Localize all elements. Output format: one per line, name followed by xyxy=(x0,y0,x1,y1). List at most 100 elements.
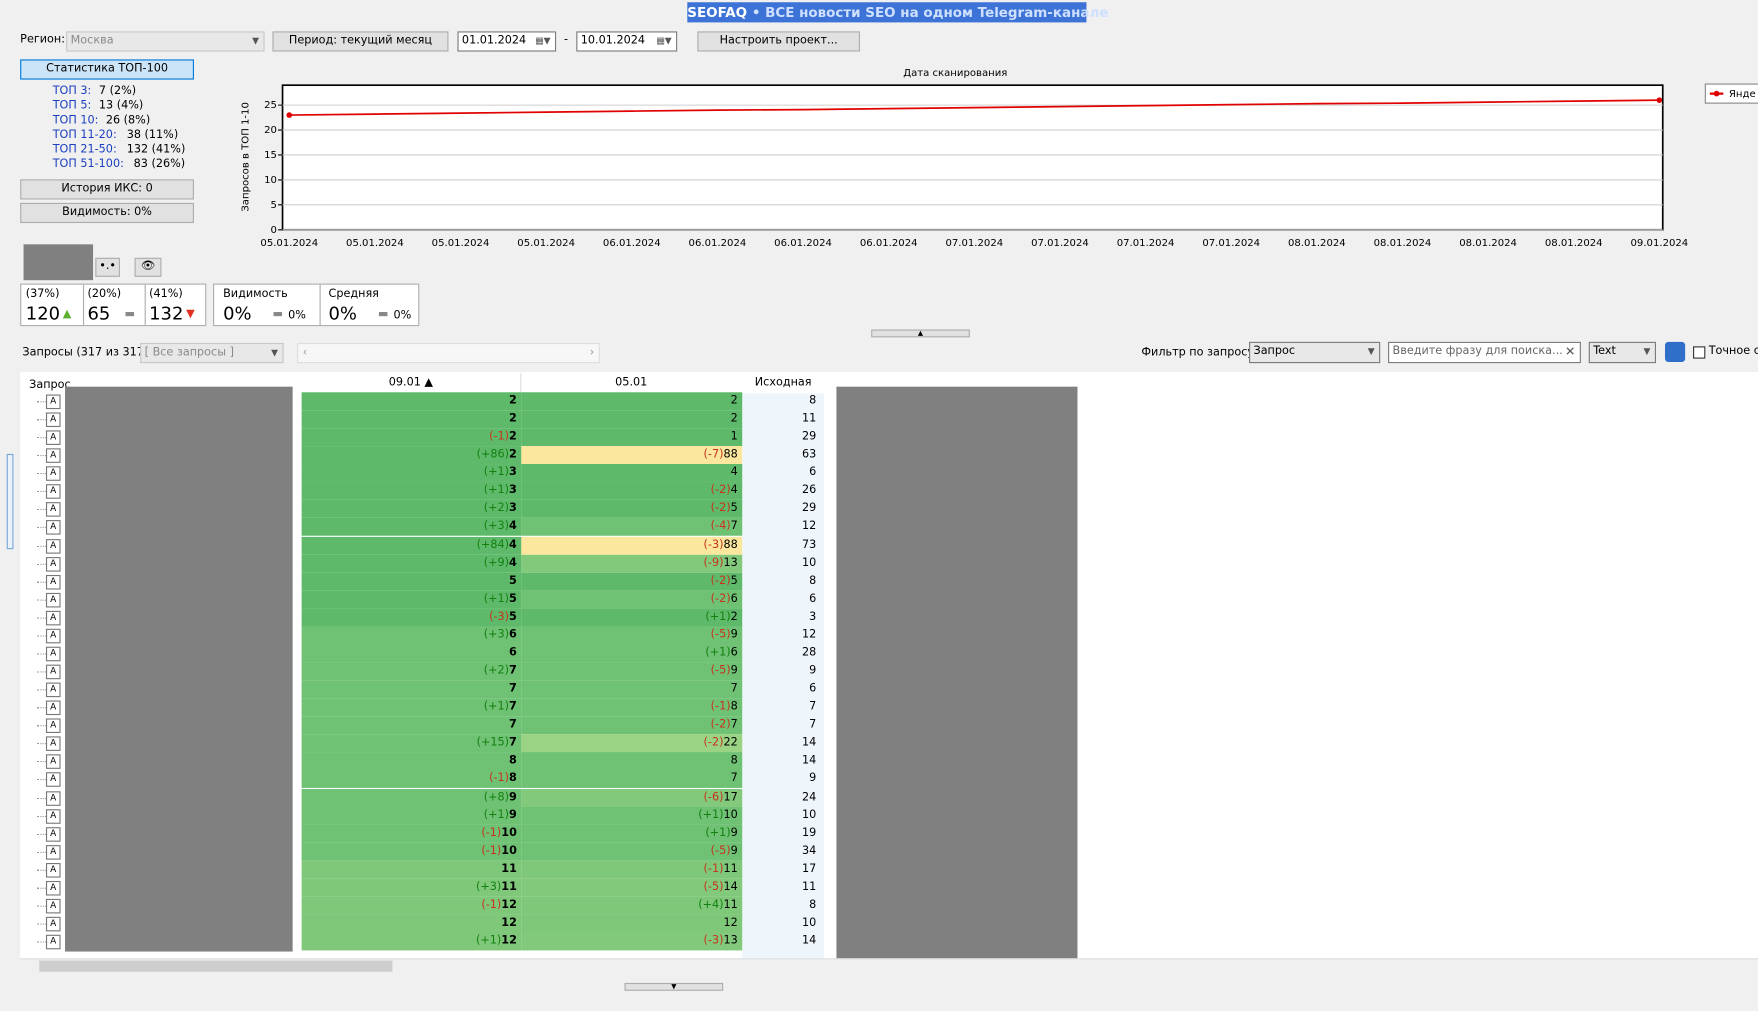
x-tick-label: 05.01.2024 xyxy=(260,238,318,249)
series-marker xyxy=(1656,97,1663,103)
period-text: Период: текущий месяц xyxy=(288,34,433,48)
stat-value: 26 (8%) xyxy=(105,114,151,127)
x-tick-label: 09.01.2024 xyxy=(1631,238,1689,249)
y-tick-label: 5 xyxy=(271,200,277,211)
stat-label: ТОП 3: xyxy=(52,85,92,98)
side-splitter[interactable] xyxy=(6,453,14,550)
col-header-d2[interactable]: 05.01 xyxy=(521,373,741,393)
card-divider xyxy=(319,284,321,326)
date-from-text: 01.01.2024 xyxy=(461,34,527,48)
legend-marker xyxy=(1713,90,1720,97)
stats-button[interactable]: Статистика ТОП-100 xyxy=(20,59,194,80)
bottom-splitter[interactable]: ▼ xyxy=(624,982,724,991)
y-tick-label: 0 xyxy=(271,225,277,236)
metric-icon: ▬ xyxy=(377,308,389,321)
col-header-d1-text: 09.01 xyxy=(388,376,421,389)
x-tick-label: 07.01.2024 xyxy=(945,238,1003,249)
stat-value: 38 (11%) xyxy=(126,128,179,142)
card-value: 132 xyxy=(149,302,184,324)
x-tick-label: 06.01.2024 xyxy=(774,238,832,249)
x-tick-label: 08.01.2024 xyxy=(1545,238,1603,249)
metric-value: 0% xyxy=(328,302,357,324)
metric-icon: ▬ xyxy=(272,308,284,321)
iks-button[interactable]: История ИКС: 0 xyxy=(20,179,194,200)
series-line xyxy=(289,99,1660,116)
visibility-button[interactable]: Видимость: 0% xyxy=(20,202,194,224)
card-divider xyxy=(82,284,85,326)
x-tick-label: 05.01.2024 xyxy=(517,238,575,249)
region-select[interactable]: Москва ▼ xyxy=(66,31,265,52)
y-tick-label: 10 xyxy=(264,175,277,186)
banner-text: • ВСЕ новости SEO на одном Telegram-кана… xyxy=(751,4,1109,21)
y-tick-label: 25 xyxy=(264,100,277,111)
exact-checkbox[interactable] xyxy=(1693,346,1706,359)
x-tick-label: 08.01.2024 xyxy=(1374,238,1432,249)
col-header-d1[interactable]: 09.01 ▲ xyxy=(302,373,522,394)
date-from[interactable]: 01.01.2024 ▦▼ xyxy=(457,31,557,52)
x-tick-label: 08.01.2024 xyxy=(1288,238,1346,249)
card-value: 120 xyxy=(25,302,61,324)
hidden-right-column xyxy=(836,386,1078,960)
date-to[interactable]: 10.01.2024 ▦▼ xyxy=(576,31,678,52)
banner-brand: SEOFAQ xyxy=(687,4,748,21)
mode-text: Text xyxy=(1593,345,1616,358)
top-scrollbar[interactable]: ‹ › xyxy=(297,342,600,364)
card-pct: (37%) xyxy=(25,288,60,301)
metric-small: 0% xyxy=(288,309,306,322)
search-button[interactable] xyxy=(1664,341,1686,363)
banner[interactable]: SEOFAQ • ВСЕ новости SEO на одном Telegr… xyxy=(687,2,1108,23)
field-text: Запрос xyxy=(1253,345,1296,358)
legend xyxy=(1704,83,1758,104)
trend-icon: ▲ xyxy=(62,308,72,321)
period-button[interactable]: Период: текущий месяц xyxy=(272,31,449,52)
stats-button-text: Статистика ТОП-100 xyxy=(46,62,168,76)
configure-text: Настроить проект... xyxy=(719,34,838,48)
chart: Дата сканирования Запросов в ТОП 1-10 05… xyxy=(224,61,1758,253)
stat-label: ТОП 11-20: xyxy=(52,128,117,142)
x-tick-label: 05.01.2024 xyxy=(346,238,404,249)
x-tick-label: 06.01.2024 xyxy=(860,238,918,249)
chart-title: Дата сканирования xyxy=(903,68,1007,79)
metric-label: Видимость xyxy=(223,288,288,301)
card-pct: (41%) xyxy=(149,288,183,301)
col-header-query: Запрос xyxy=(29,378,71,392)
h-scrollbar[interactable] xyxy=(20,958,1758,974)
metric-value: 0% xyxy=(223,302,252,324)
legend-label: Янде xyxy=(1729,89,1756,100)
card-pct: (20%) xyxy=(87,288,122,301)
series-marker xyxy=(286,112,293,118)
h-scroll-thumb[interactable] xyxy=(39,960,393,972)
configure-button[interactable]: Настроить проект... xyxy=(697,31,860,52)
splitter[interactable]: ▲ xyxy=(871,329,970,338)
metric-small: 0% xyxy=(393,309,412,322)
queries-select[interactable]: [ Все запросы ] ▼ xyxy=(140,342,284,364)
col-header-source: Исходная xyxy=(742,373,824,393)
small-button[interactable]: •.• xyxy=(95,257,120,277)
x-tick-label: 06.01.2024 xyxy=(689,238,747,249)
x-tick-label: 06.01.2024 xyxy=(603,238,661,249)
card-divider xyxy=(144,284,146,326)
x-tick-label: 07.01.2024 xyxy=(1202,238,1260,249)
mode-select[interactable]: Text ▼ xyxy=(1588,341,1657,364)
stat-value: 7 (2%) xyxy=(98,85,137,98)
filter-label: Фильтр по запросу: xyxy=(1141,346,1258,359)
field-select[interactable]: Запрос ▼ xyxy=(1249,341,1381,364)
search-placeholder: Введите фразу для поиска... xyxy=(1392,345,1563,358)
stat-label: ТОП 21-50: xyxy=(52,143,117,156)
x-tick-label: 05.01.2024 xyxy=(432,238,490,249)
trend-icon: ▼ xyxy=(186,308,195,321)
hidden-block xyxy=(23,244,94,281)
metric-cards: Видимость 0% ▬ 0% Средняя 0% ▬ 0% xyxy=(213,283,420,327)
stat-label: ТОП 51-100: xyxy=(52,158,124,171)
stat-label: ТОП 10: xyxy=(52,114,99,127)
search-input[interactable]: Введите фразу для поиска... ✕ xyxy=(1388,341,1581,364)
y-tick-label: 20 xyxy=(264,125,277,136)
eye-button[interactable]: 👁 xyxy=(134,257,162,277)
y-tick-label: 15 xyxy=(264,150,277,161)
metric-label: Средняя xyxy=(328,288,379,301)
x-tick-label: 07.01.2024 xyxy=(1031,238,1089,249)
queries-count: Запросы (317 из 317) xyxy=(22,346,149,359)
y-axis-label: Запросов в ТОП 1-10 xyxy=(241,102,252,212)
